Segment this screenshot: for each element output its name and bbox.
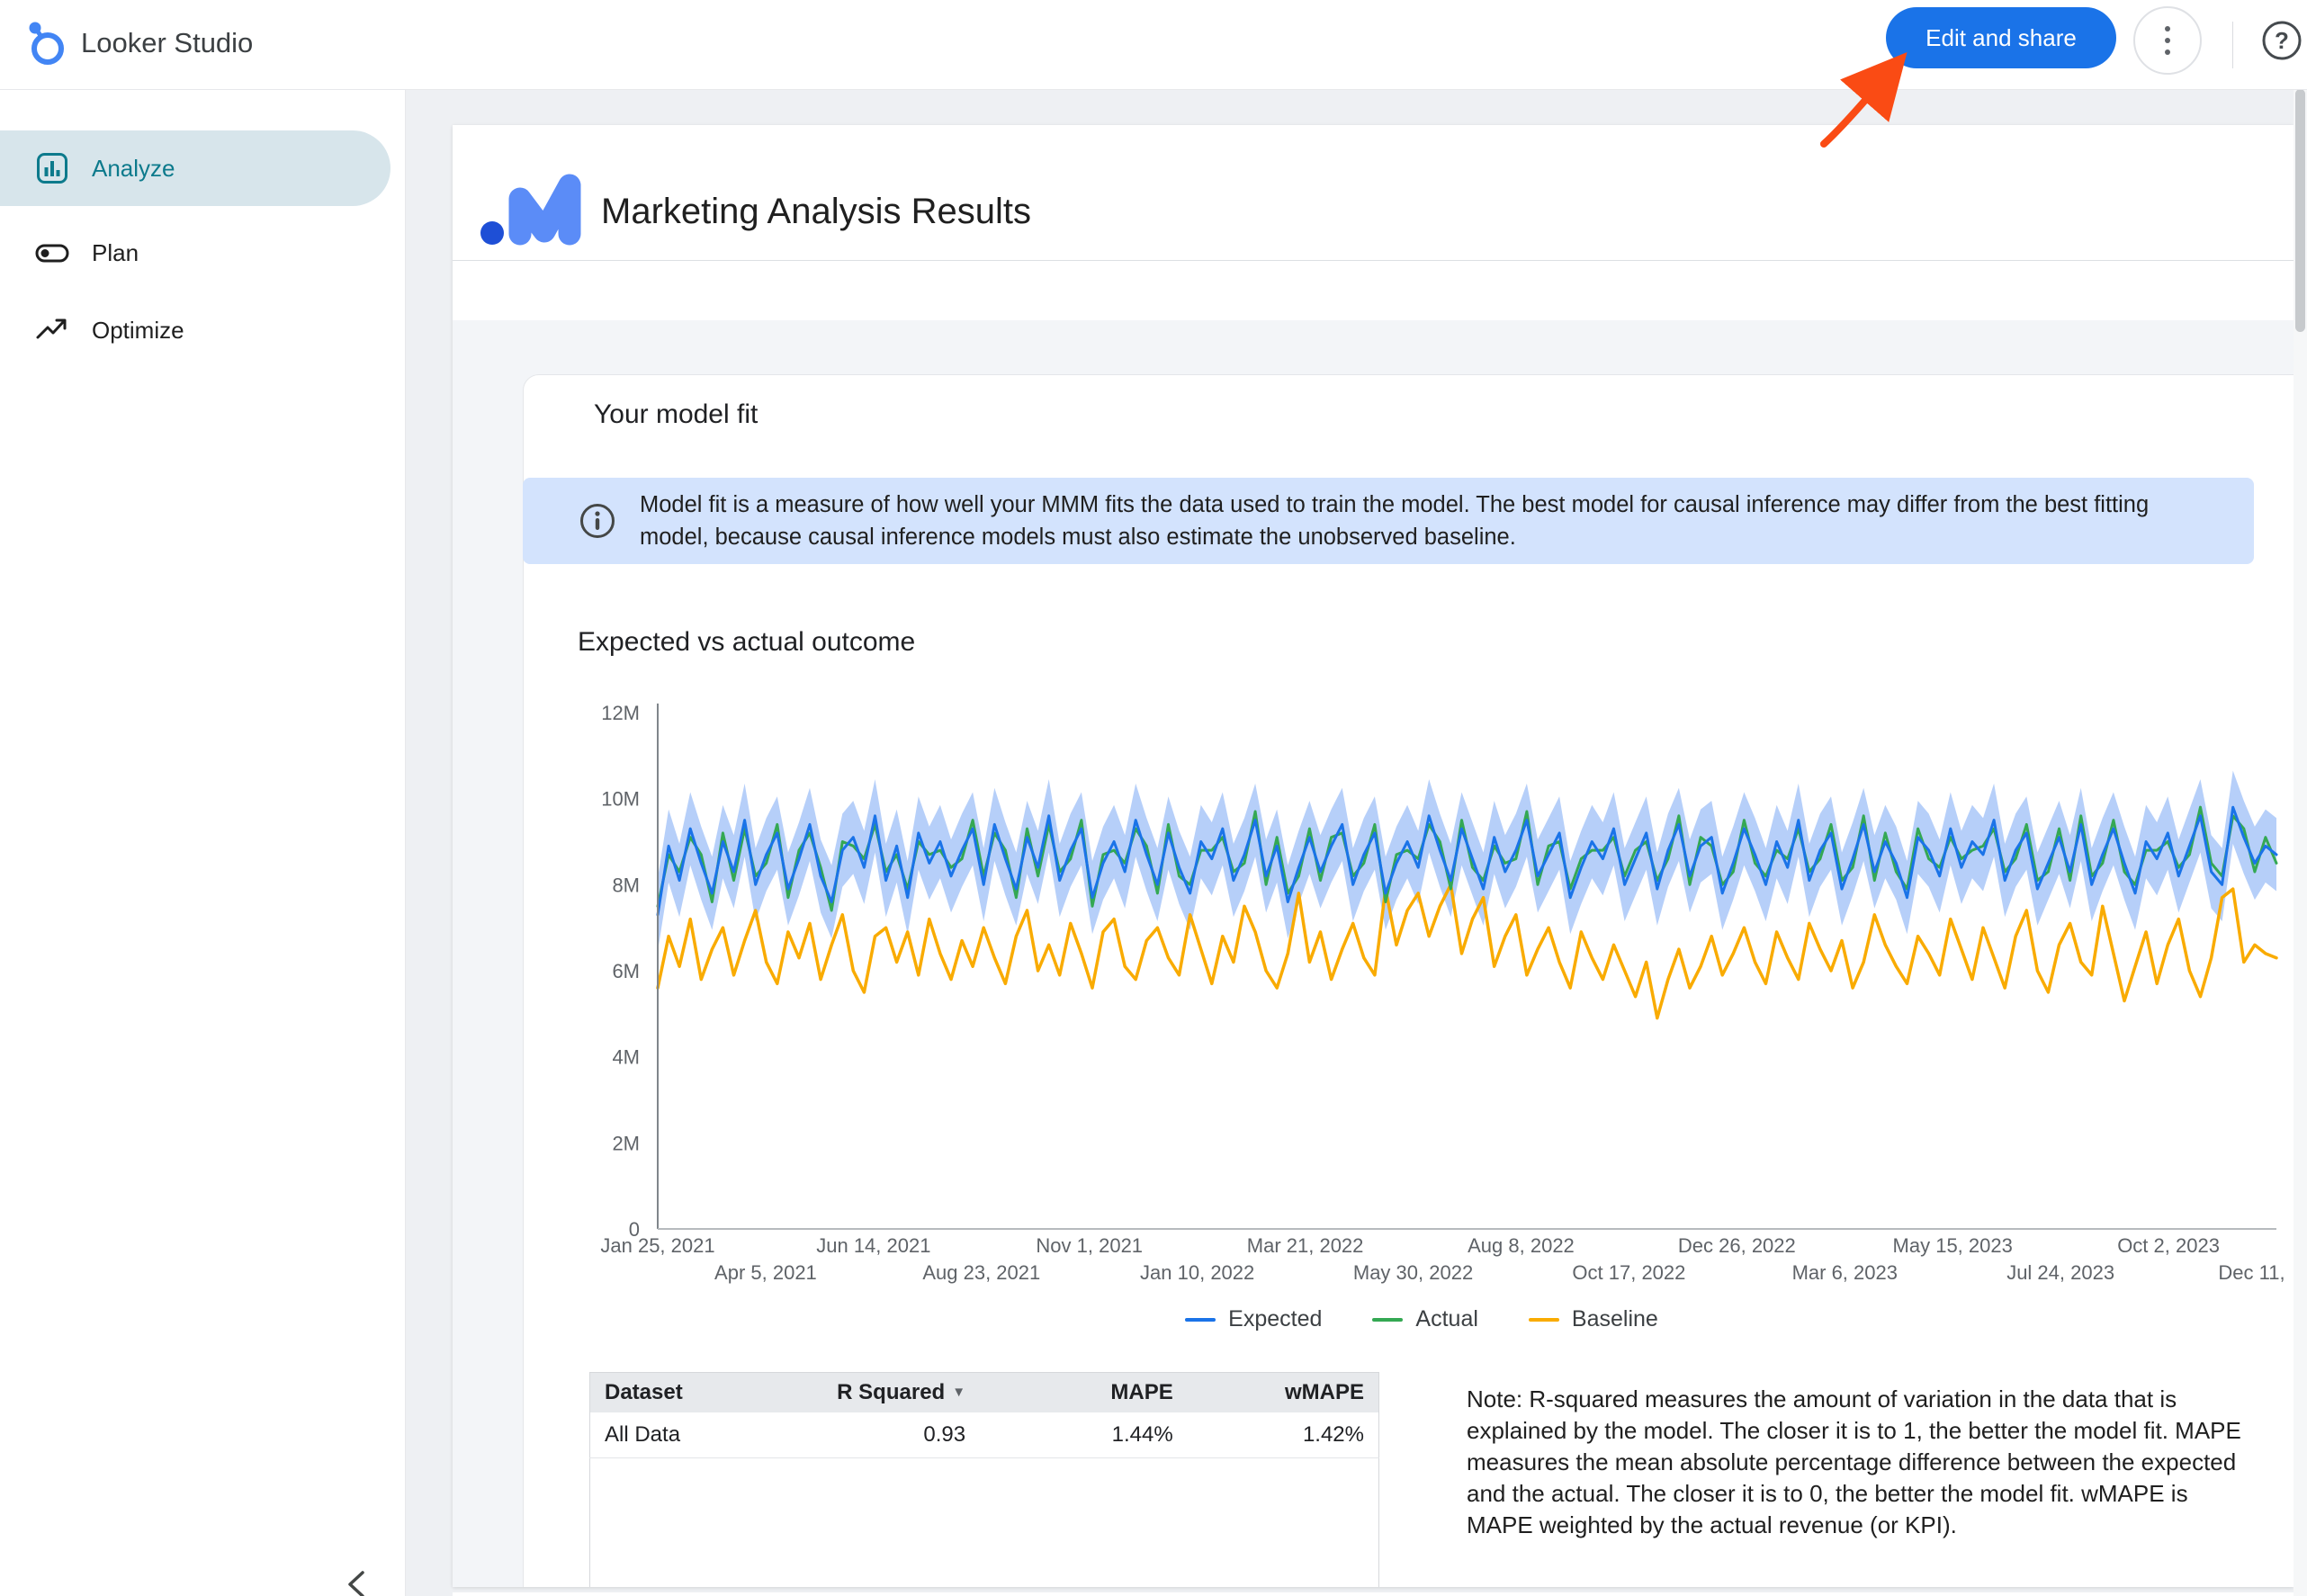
series-baseline	[656, 883, 2278, 1020]
x-tick-label: Aug 8, 2022	[1468, 1234, 1575, 1257]
help-button[interactable]: ?	[2258, 17, 2305, 64]
header-divider	[453, 260, 2294, 261]
x-tick-label: Aug 23, 2021	[922, 1261, 1040, 1284]
legend-swatch	[1528, 1317, 1559, 1322]
x-tick-label: May 15, 2023	[1893, 1234, 2013, 1257]
legend-swatch	[1185, 1317, 1216, 1322]
legend-swatch	[1372, 1317, 1404, 1322]
info-banner-text: Model fit is a measure of how well your …	[640, 492, 2150, 550]
x-tick-label: Dec 11, 2023	[2218, 1261, 2285, 1284]
sidebar-item-analyze[interactable]: Analyze	[0, 130, 390, 206]
x-tick-label: Oct 17, 2022	[1572, 1261, 1685, 1284]
model-fit-note: Note: R-squared measures the amount of v…	[1467, 1385, 2241, 1538]
edit-and-share-button[interactable]: Edit and share	[1886, 7, 2116, 68]
y-tick-label: 12M	[601, 702, 640, 724]
y-tick-label: 0	[629, 1218, 640, 1241]
info-icon	[580, 504, 615, 538]
model-fit-info-banner: Model fit is a measure of how well your …	[523, 478, 2254, 564]
x-tick-label: May 30, 2022	[1353, 1261, 1473, 1284]
legend-item-actual[interactable]: Actual	[1372, 1306, 1478, 1332]
x-tick-label: Jul 24, 2023	[2006, 1261, 2114, 1284]
x-tick-label: Jan 10, 2022	[1140, 1261, 1254, 1284]
chart-legend: Expected Actual Baseline	[558, 1306, 2285, 1332]
table-header-dataset[interactable]: Dataset	[589, 1372, 803, 1412]
model-fit-title: Your model fit	[594, 399, 759, 429]
legend-label: Actual	[1415, 1306, 1478, 1331]
table-header-r-squared[interactable]: R Squared ▼	[802, 1372, 981, 1412]
top-bar: Looker Studio Edit and share ?	[0, 0, 2307, 90]
x-tick-label: Jun 14, 2021	[816, 1234, 930, 1257]
marketing-logo-icon	[480, 174, 581, 246]
y-tick-label: 10M	[601, 788, 640, 811]
report-title: Marketing Analysis Results	[601, 192, 1031, 231]
x-tick-label: Nov 1, 2021	[1036, 1234, 1143, 1257]
sidebar: Analyze Plan Optimize	[0, 89, 406, 1596]
table-cell: 0.93	[802, 1412, 981, 1458]
table-header-wmape[interactable]: wMAPE	[1187, 1372, 1379, 1412]
x-tick-label: Dec 26, 2022	[1678, 1234, 1796, 1257]
table-header-mape[interactable]: MAPE	[980, 1372, 1188, 1412]
sidebar-item-optimize[interactable]: Optimize	[0, 292, 390, 368]
sidebar-item-label: Optimize	[92, 316, 184, 344]
help-icon: ?	[2262, 21, 2302, 60]
x-tick-label: Oct 2, 2023	[2117, 1234, 2220, 1257]
expected-vs-actual-chart: 0 2M 4M 6M 8M 10M 12M Jan 25, 2021 Apr 5, 2021 Ju…	[558, 693, 2294, 1296]
topbar-divider	[2232, 22, 2233, 68]
model-fit-table: Dataset R Squared ▼ MAPE wMAPE All Data 0.93 1…	[589, 1372, 1379, 1587]
y-tick-label: 8M	[612, 874, 640, 896]
legend-item-expected[interactable]: Expected	[1185, 1306, 1322, 1332]
app-title: Looker Studio	[81, 27, 254, 58]
table-cell: 1.44%	[980, 1412, 1188, 1458]
table-cell: 1.42%	[1187, 1412, 1379, 1458]
confidence-band	[658, 770, 2276, 952]
optimize-trending-up-icon	[36, 318, 67, 339]
svg-text:?: ?	[2275, 27, 2289, 54]
legend-label: Expected	[1228, 1306, 1323, 1331]
table-empty-area	[590, 1458, 1379, 1588]
sidebar-item-label: Analyze	[92, 154, 175, 182]
y-tick-label: 2M	[612, 1132, 640, 1154]
y-tick-label: 6M	[612, 960, 640, 982]
scrollbar-track[interactable]	[2294, 89, 2307, 1596]
more-options-button[interactable]	[2133, 6, 2202, 75]
scrollbar-thumb[interactable]	[2295, 89, 2305, 332]
chart-title: Expected vs actual outcome	[578, 627, 916, 657]
x-tick-label: Jan 25, 2021	[600, 1234, 714, 1257]
x-tick-label: Mar 6, 2023	[1792, 1261, 1898, 1284]
table-cell: All Data	[589, 1412, 803, 1458]
analyze-chart-icon	[37, 153, 67, 184]
y-tick-label: 4M	[612, 1046, 640, 1069]
plan-toggle-icon	[35, 244, 69, 263]
sidebar-collapse-button[interactable]	[335, 1561, 382, 1596]
chevron-left-icon	[348, 1571, 364, 1596]
sidebar-item-label: Plan	[92, 238, 139, 266]
series-expected	[656, 805, 2278, 917]
x-tick-label: Mar 21, 2022	[1247, 1234, 1364, 1257]
sidebar-item-plan[interactable]: Plan	[0, 215, 390, 291]
legend-item-baseline[interactable]: Baseline	[1528, 1306, 1658, 1332]
next-page-edge	[453, 1592, 2294, 1596]
legend-label: Baseline	[1571, 1306, 1658, 1331]
table-row: All Data 0.93 1.44% 1.42%	[589, 1412, 1379, 1458]
x-tick-label: Apr 5, 2021	[714, 1261, 817, 1284]
sort-descending-icon: ▼	[952, 1385, 966, 1400]
report-page: Marketing Analysis Results Your model fi…	[453, 125, 2294, 1587]
looker-studio-logo-icon	[29, 22, 64, 65]
